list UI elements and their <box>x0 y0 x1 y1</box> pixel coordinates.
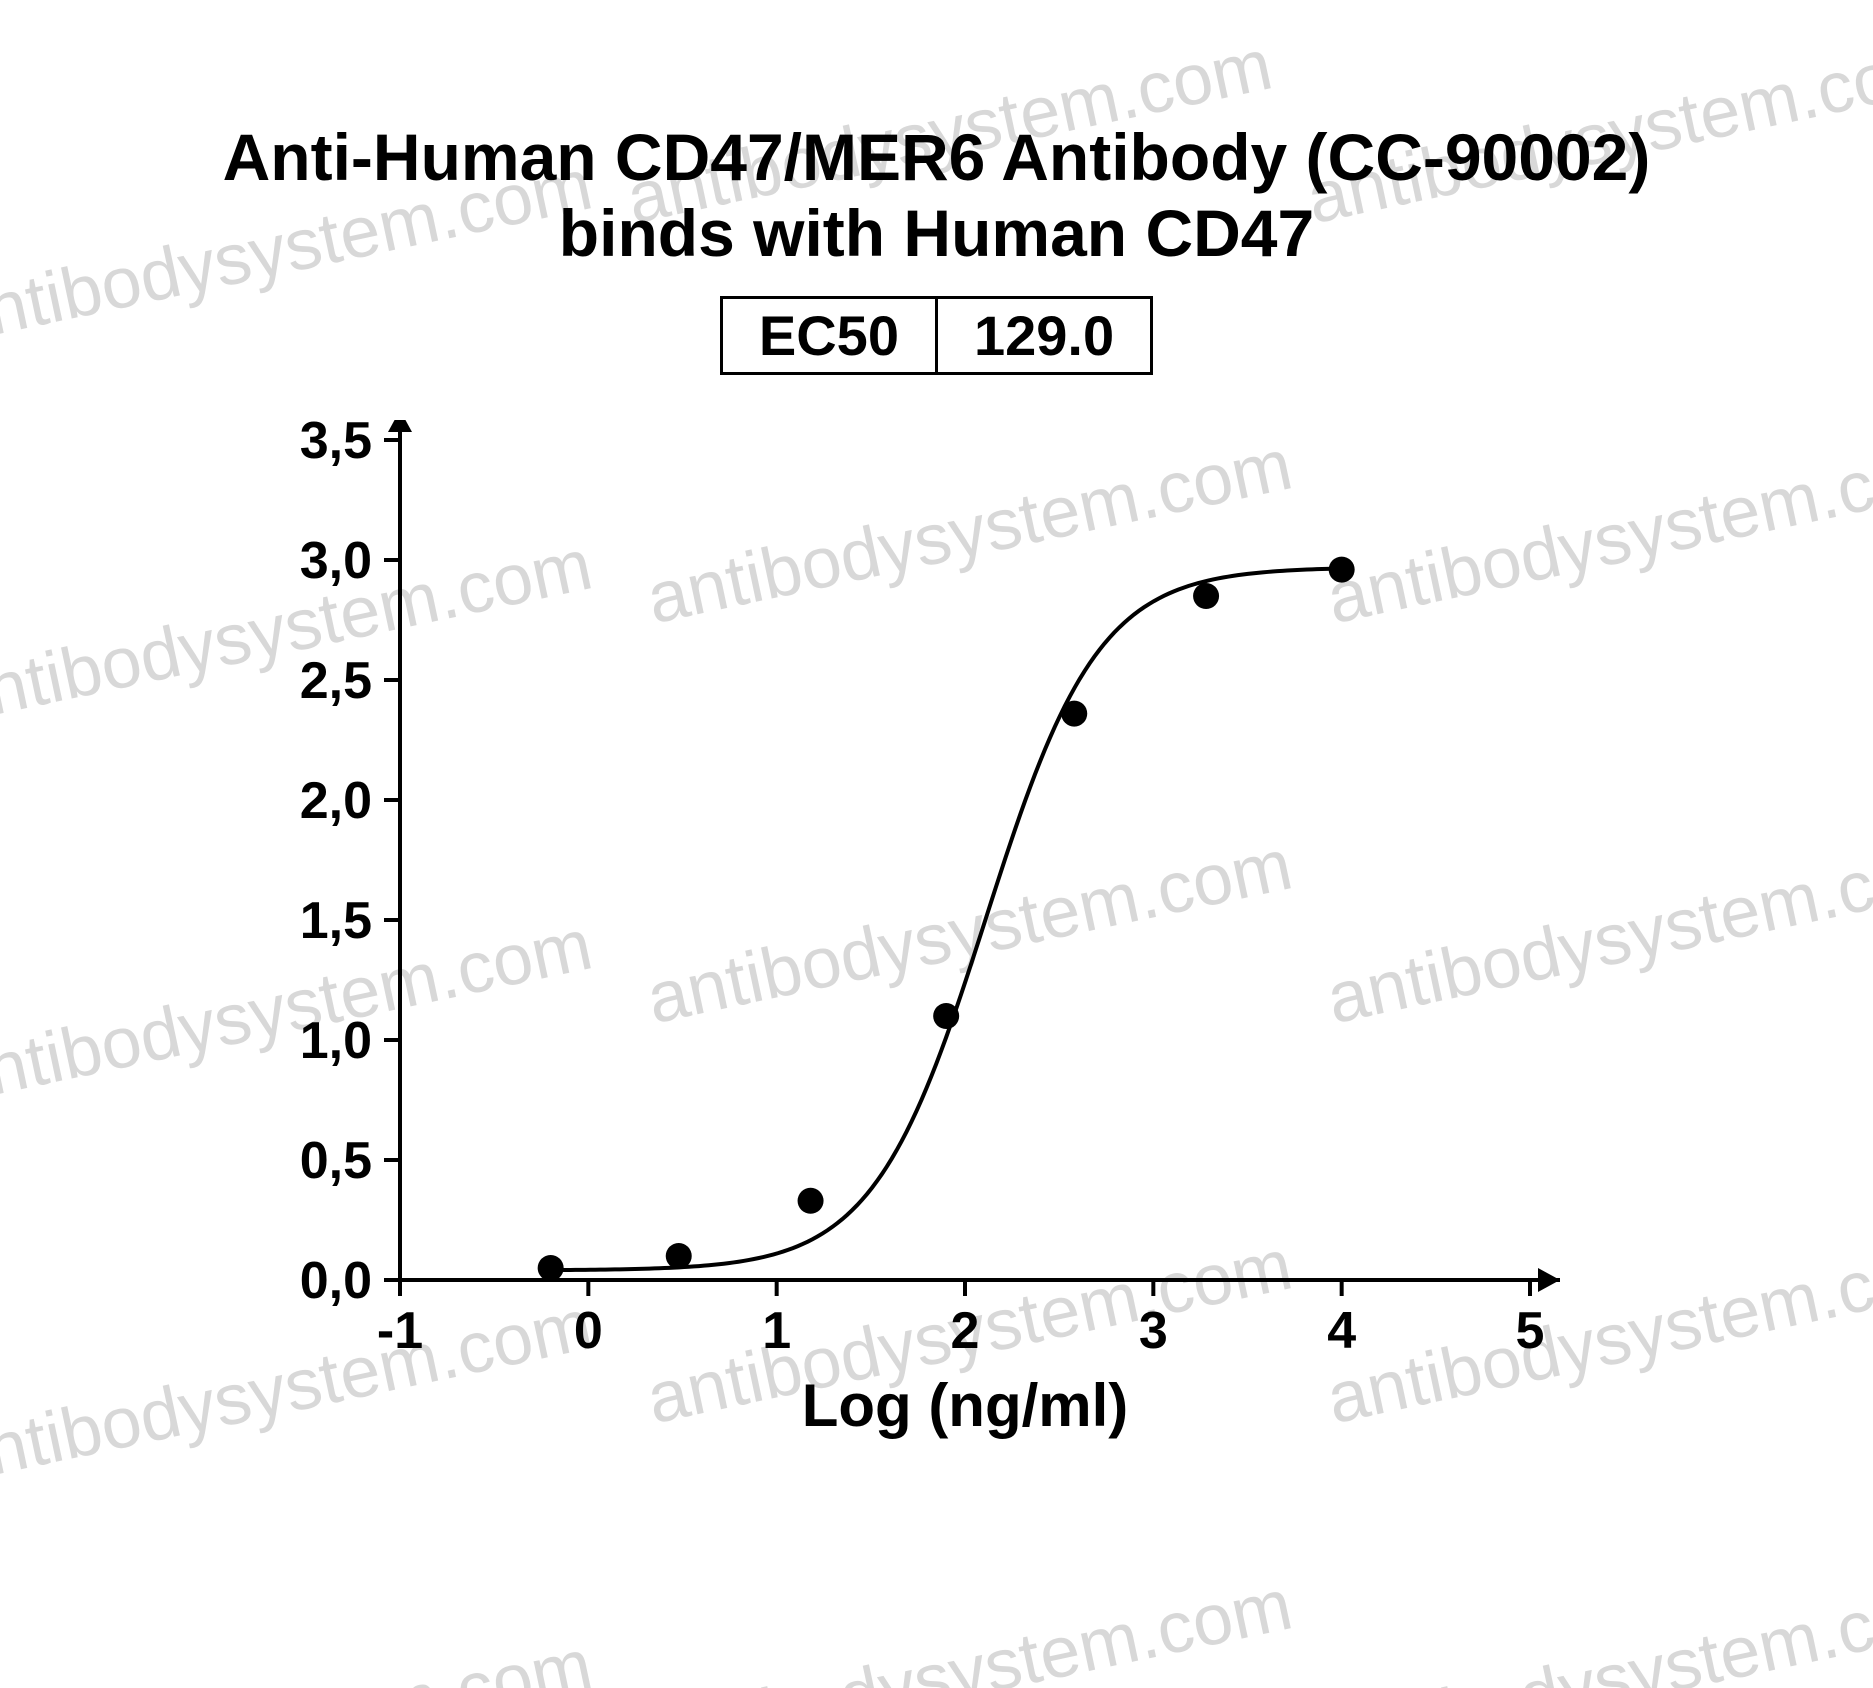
data-point <box>1193 583 1219 609</box>
plot-area: -1 0 1 2 3 4 5 0,0 0,5 1,0 1,5 2,0 2,5 3,0 3,5 Log (ng/… <box>280 420 1600 1480</box>
x-tick-label: 4 <box>1327 1302 1356 1360</box>
watermark-text: antibodysystem.com <box>0 1624 599 1688</box>
data-point <box>1329 557 1355 583</box>
y-tick-label: 3,0 <box>300 532 372 590</box>
x-tick-label: 0 <box>574 1302 603 1360</box>
ec50-value: 129.0 <box>935 299 1150 372</box>
y-tick-label: 2,5 <box>300 652 372 710</box>
y-tick-label: 2,0 <box>300 772 372 830</box>
data-point <box>933 1003 959 1029</box>
y-tick-label: 0,0 <box>300 1252 372 1310</box>
watermark-text: antibodysystem.com <box>1320 1564 1873 1688</box>
data-point <box>1061 701 1087 727</box>
title-line-1: Anti-Human CD47/MER6 Antibody (CC-90002) <box>0 120 1873 196</box>
y-tick-label: 1,5 <box>300 892 372 950</box>
figure-canvas: antibodysystem.comantibodysystem.comanti… <box>0 0 1873 1688</box>
x-tick-label: 5 <box>1516 1302 1545 1360</box>
plot-svg: -1 0 1 2 3 4 5 0,0 0,5 1,0 1,5 2,0 2,5 3,0 3,5 Log (ng/… <box>280 420 1600 1480</box>
x-axis-title: Log (ng/ml) <box>802 1372 1129 1439</box>
data-point <box>798 1188 824 1214</box>
title-block: Anti-Human CD47/MER6 Antibody (CC-90002)… <box>0 120 1873 375</box>
data-point <box>538 1255 564 1281</box>
x-tick-label: 3 <box>1139 1302 1168 1360</box>
y-axis-arrow <box>388 420 412 432</box>
y-tick-label: 1,0 <box>300 1012 372 1070</box>
title-line-2: binds with Human CD47 <box>0 196 1873 272</box>
x-axis-arrow <box>1538 1268 1560 1292</box>
fit-curve <box>551 568 1342 1270</box>
ec50-label: EC50 <box>723 299 935 372</box>
y-tick-label: 0,5 <box>300 1132 372 1190</box>
x-tick-label: 1 <box>762 1302 791 1360</box>
y-tick-label: 3,5 <box>300 420 372 470</box>
x-tick-label: 2 <box>951 1302 980 1360</box>
data-point <box>666 1243 692 1269</box>
watermark-text: antibodysystem.com <box>640 1564 1299 1688</box>
ec50-box: EC50 129.0 <box>720 296 1153 375</box>
x-tick-label: -1 <box>377 1302 423 1360</box>
